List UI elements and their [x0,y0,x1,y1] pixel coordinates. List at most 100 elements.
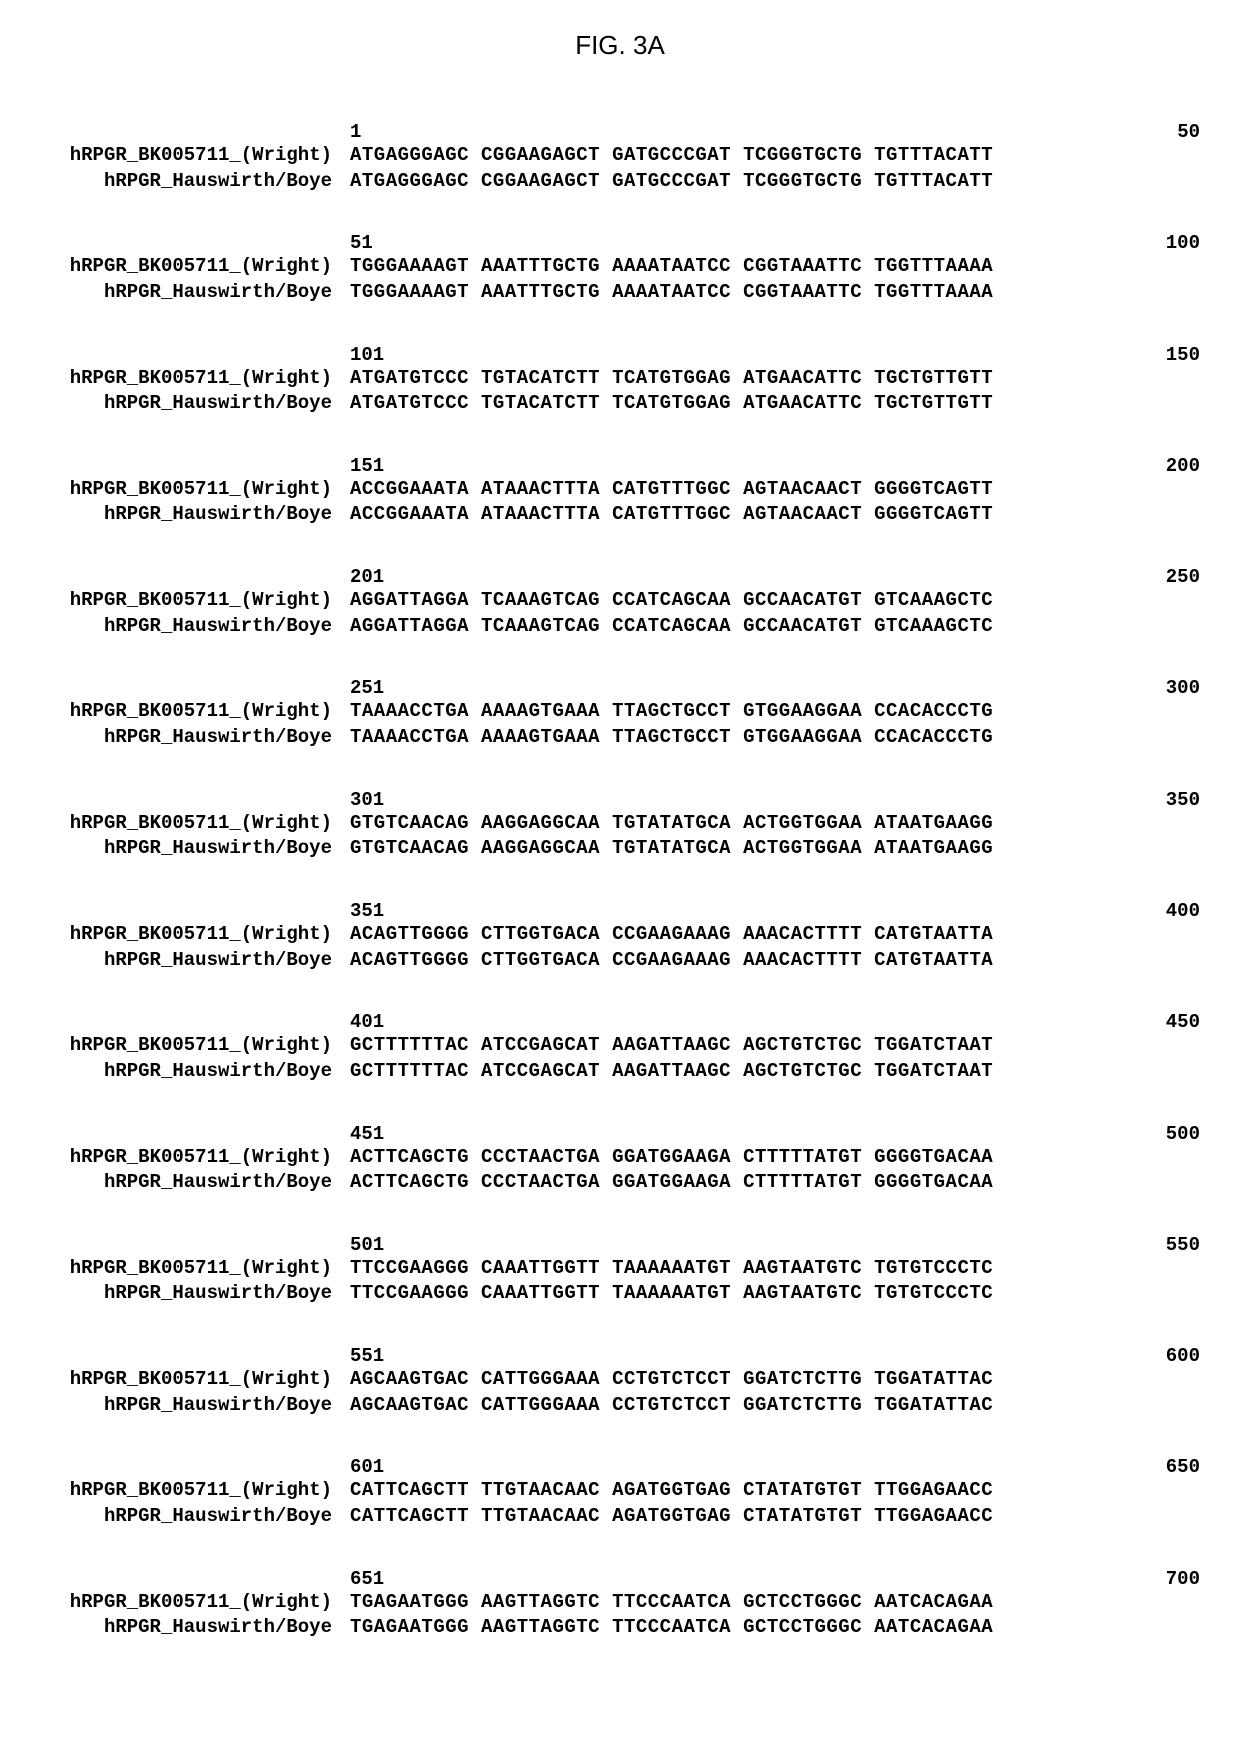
sequence-group: ACTTCAGCTG [350,1146,469,1168]
sequence-group: ACCGGAAATA [350,503,469,525]
sequence-group: GATGCCCGAT [612,170,731,192]
sequence-group: TGAGAATGGG [350,1616,469,1638]
sequence-group: TGGATCTAAT [874,1034,993,1056]
ruler-pad [470,232,1080,254]
sequence-group: GCCAACATGT [743,589,862,611]
sequence-group: CTTGGTGACA [481,923,600,945]
sequence-label: hRPGR_Hauswirth/Boye [40,836,350,862]
sequence-group: GGGGTCAGTT [874,503,993,525]
sequence-label: hRPGR_BK005711_(Wright) [40,1478,350,1504]
ruler-start: 501 [350,1234,470,1256]
ruler-start: 401 [350,1011,470,1033]
alignment-block: 451500hRPGR_BK005711_(Wright)ACTTCAGCTGC… [40,1123,1200,1196]
sequence-text: ATGATGTCCCTGTACATCTTTCATGTGGAGATGAACATTC… [350,391,1005,417]
ruler-spacer [40,1456,350,1478]
sequence-group: CCCTAACTGA [481,1146,600,1168]
sequence-group: GTCAAAGCTC [874,615,993,637]
sequence-group: TAAAAAATGT [612,1257,731,1279]
sequence-group: GCTTTTTTAC [350,1060,469,1082]
sequence-text: CATTCAGCTTTTGTAACAACAGATGGTGAGCTATATGTGT… [350,1478,1005,1504]
sequence-group: GGATGGAAGA [612,1171,731,1193]
sequence-row: hRPGR_Hauswirth/BoyeAGGATTAGGATCAAAGTCAG… [40,614,1200,640]
sequence-label: hRPGR_BK005711_(Wright) [40,254,350,280]
ruler-pad [470,1123,1080,1145]
sequence-label: hRPGR_BK005711_(Wright) [40,1033,350,1059]
figure-title: FIG. 3A [40,30,1200,61]
sequence-text: AGCAAGTGACCATTGGGAAACCTGTCTCCTGGATCTCTTG… [350,1393,1005,1419]
sequence-group: ACAGTTGGGG [350,923,469,945]
sequence-text: TAAAACCTGAAAAAGTGAAATTAGCTGCCTGTGGAAGGAA… [350,699,1005,725]
sequence-group: CCATCAGCAA [612,589,731,611]
sequence-group: CATGTTTGGC [612,503,731,525]
sequence-row: hRPGR_Hauswirth/BoyeTGAGAATGGG AAGTTAGGTC… [40,1615,1200,1641]
sequence-group: TTAGCTGCCT [612,700,731,722]
sequence-text: ACAGTTGGGGCTTGGTGACACCGAAGAAAGAAACACTTTT… [350,948,1005,974]
sequence-row: hRPGR_BK005711_(Wright)TGGGAAAAGTAAATTTG… [40,254,1200,280]
sequence-group: TGGATATTAC [874,1394,993,1416]
alignment-block: 551600hRPGR_BK005711_(Wright)AGCAAGTGACC… [40,1345,1200,1418]
ruler-end: 100 [1080,232,1200,254]
sequence-group: GATGCCCGAT [612,144,731,166]
sequence-text: CATTCAGCTTTTGTAACAACAGATGGTGAGCTATATGTGT… [350,1504,1005,1530]
ruler-pad [470,121,1080,143]
sequence-label: hRPGR_BK005711_(Wright) [40,1367,350,1393]
sequence-group: AAGTAATGTC [743,1282,862,1304]
sequence-text: AGGATTAGGATCAAAGTCAGCCATCAGCAAGCCAACATGT… [350,588,1005,614]
sequence-label: hRPGR_Hauswirth/Boye [40,391,350,417]
sequence-group: TGGATATTAC [874,1368,993,1390]
sequence-text: GTGTCAACAGAAGGAGGCAATGTATATGCAACTGGTGGAA… [350,811,1005,837]
ruler-start: 101 [350,344,470,366]
sequence-group: CCGAAGAAAG [612,949,731,971]
sequence-group: CCATCAGCAA [612,615,731,637]
position-ruler: 201250 [40,566,1200,588]
sequence-text: GCTTTTTTACATCCGAGCATAAGATTAAGCAGCTGTCTGC… [350,1059,1005,1085]
sequence-group: TGTTTACATT [874,144,993,166]
sequence-group: AAGTTAGGTC [481,1616,600,1638]
sequence-group: ATCCGAGCAT [481,1034,600,1056]
sequence-group: GCTTTTTTAC [350,1034,469,1056]
sequence-group: ATGAGGGAGC [350,144,469,166]
sequence-label: hRPGR_Hauswirth/Boye [40,948,350,974]
ruler-start: 351 [350,900,470,922]
sequence-text: TTCCGAAGGGCAAATTGGTTTAAAAAATGTAAGTAATGTC… [350,1281,1005,1307]
ruler-pad [470,1345,1080,1367]
sequence-group: CCACACCCTG [874,700,993,722]
sequence-group: AATCACAGAA [874,1591,993,1613]
sequence-label: hRPGR_Hauswirth/Boye [40,1615,350,1641]
sequence-group: AATCACAGAA [874,1616,993,1638]
sequence-row: hRPGR_BK005711_(Wright)AGGATTAGGATCAAAGT… [40,588,1200,614]
sequence-group: GTGTCAACAG [350,812,469,834]
sequence-group: TCATGTGGAG [612,392,731,414]
sequence-label: hRPGR_Hauswirth/Boye [40,1059,350,1085]
sequence-label: hRPGR_Hauswirth/Boye [40,614,350,640]
position-ruler: 501550 [40,1234,1200,1256]
sequence-label: hRPGR_BK005711_(Wright) [40,588,350,614]
sequence-group: TTCCCAATCA [612,1591,731,1613]
sequence-group: TGGATCTAAT [874,1060,993,1082]
alignment-block: 101150hRPGR_BK005711_(Wright)ATGATGTCCCT… [40,344,1200,417]
sequence-group: AGATGGTGAG [612,1505,731,1527]
ruler-pad [470,1568,1080,1590]
sequence-row: hRPGR_Hauswirth/BoyeACCGGAAATAATAAACTTTA… [40,502,1200,528]
sequence-label: hRPGR_BK005711_(Wright) [40,143,350,169]
sequence-group: ATAATGAAGG [874,837,993,859]
sequence-label: hRPGR_BK005711_(Wright) [40,366,350,392]
ruler-end: 250 [1080,566,1200,588]
ruler-spacer [40,677,350,699]
sequence-group: GTGGAAGGAA [743,700,862,722]
sequence-row: hRPGR_BK005711_(Wright)GCTTTTTTAC ATCCGAG… [40,1033,1200,1059]
alignment-page: FIG. 3A 150hRPGR_BK005711_(Wright)ATGAGG… [0,0,1240,1739]
ruler-pad [470,344,1080,366]
sequence-row: hRPGR_BK005711_(Wright)ATGAGGGAGCCGGAAGA… [40,143,1200,169]
position-ruler: 151200 [40,455,1200,477]
sequence-row: hRPGR_Hauswirth/BoyeACAGTTGGGGCTTGGTGACA… [40,948,1200,974]
ruler-pad [470,1011,1080,1033]
sequence-row: hRPGR_BK005711_(Wright)CATTCAGCTTTTGTAAC… [40,1478,1200,1504]
sequence-group: CATTCAGCTT [350,1479,469,1501]
ruler-end: 600 [1080,1345,1200,1367]
sequence-group: TGGGAAAAGT [350,281,469,303]
ruler-spacer [40,566,350,588]
sequence-group: TCGGGTGCTG [743,144,862,166]
sequence-label: hRPGR_Hauswirth/Boye [40,1504,350,1530]
sequence-group: ATGAACATTC [743,392,862,414]
